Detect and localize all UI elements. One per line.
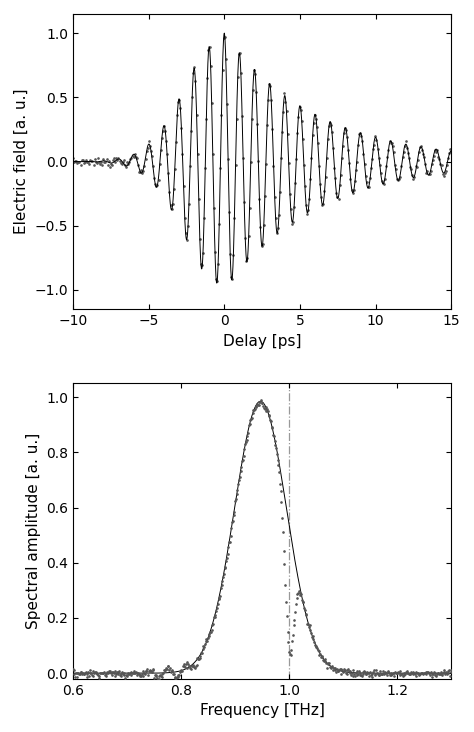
Y-axis label: Spectral amplitude [a. u.]: Spectral amplitude [a. u.] xyxy=(26,433,40,629)
X-axis label: Frequency [THz]: Frequency [THz] xyxy=(200,703,325,718)
Y-axis label: Electric field [a. u.]: Electric field [a. u.] xyxy=(14,89,29,234)
X-axis label: Delay [ps]: Delay [ps] xyxy=(223,334,301,348)
